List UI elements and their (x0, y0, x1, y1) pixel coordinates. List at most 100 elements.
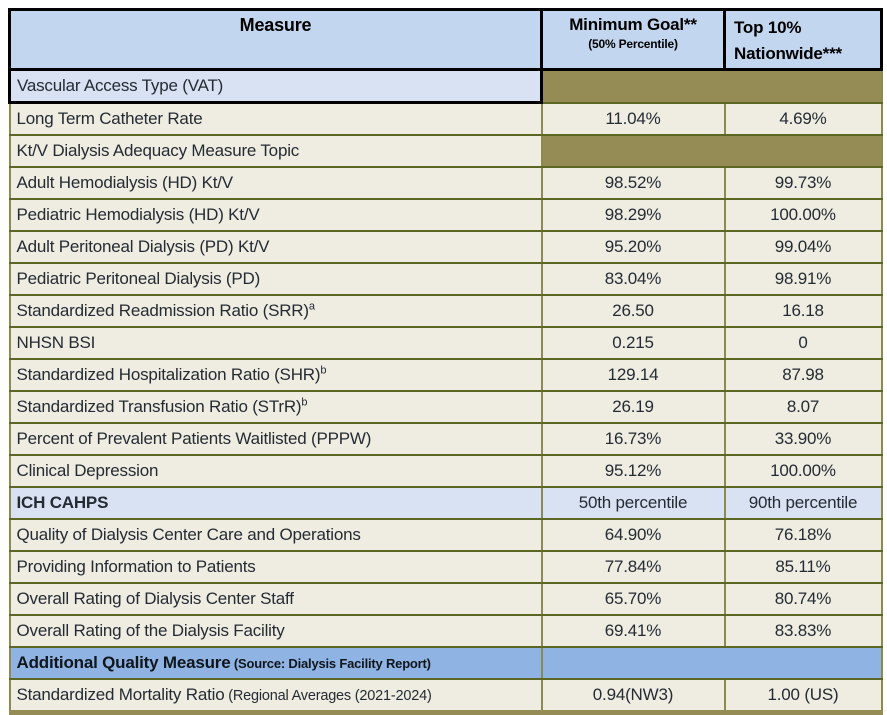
top10-value-cell: 85.11% (723, 550, 883, 584)
table-row: Standardized Mortality Ratio (Regional A… (8, 678, 883, 714)
section-row-vat: Vascular Access Type (VAT) (8, 68, 883, 104)
measure-sublabel: (Regional Averages (2021-2024) (224, 688, 432, 704)
top10-value-cell: 0 (723, 326, 883, 360)
measure-label: Standardized Mortality Ratio (16, 685, 225, 704)
top10-value-cell: 76.18% (723, 518, 883, 552)
header-row: Measure Minimum Goal** (50% Percentile) … (8, 8, 883, 71)
measure-label-cell: Vascular Access Type (VAT) (8, 68, 543, 104)
section-row-topic: Kt/V Dialysis Adequacy Measure Topic (8, 134, 883, 168)
minimum-goal-value-cell: 98.52% (540, 166, 726, 200)
measure-label: Long Term Catheter Rate (16, 109, 203, 128)
section-row-ich: ICH CAHPS 50th percentile 90th percentile (8, 486, 883, 520)
table-row: Standardized Transfusion Ratio (STrR)b 26… (8, 390, 883, 424)
measure-label: NHSN BSI (16, 333, 96, 352)
minimum-goal-value-cell: 65.70% (540, 582, 726, 616)
measure-label: Overall Rating of the Dialysis Facility (16, 621, 285, 640)
table-row: Standardized Hospitalization Ratio (SHR)… (8, 358, 883, 392)
measure-label: Quality of Dialysis Center Care and Oper… (16, 525, 361, 544)
table-row: Adult Hemodialysis (HD) Kt/V 98.52% 99.73% (8, 166, 883, 200)
footnote-superscript: a (308, 300, 315, 313)
measure-label: Vascular Access Type (VAT) (17, 76, 224, 95)
minimum-goal-value-cell: 77.84% (540, 550, 726, 584)
minimum-goal-value-cell: 0.215 (540, 326, 726, 360)
minimum-goal-value-cell: 64.90% (540, 518, 726, 552)
measure-label-cell: Percent of Prevalent Patients Waitlisted… (8, 422, 543, 456)
measure-label: Clinical Depression (16, 461, 159, 480)
measure-label-cell: Adult Peritoneal Dialysis (PD) Kt/V (8, 230, 543, 264)
measure-sublabel: (Source: Dialysis Facility Report) (230, 656, 431, 671)
section-fill-cell (540, 646, 883, 680)
table-row: Providing Information to Patients 77.84% 8… (8, 550, 883, 584)
column-header-top10-nationwide: Top 10% Nationwide*** (723, 8, 883, 71)
minimum-goal-value-cell: 129.14 (540, 358, 726, 392)
top10-value-cell: 1.00 (US) (723, 678, 883, 714)
measure-label-cell: Long Term Catheter Rate (8, 101, 543, 136)
minimum-goal-value-cell: 11.04% (540, 101, 726, 136)
minimum-goal-value-cell: 95.20% (540, 230, 726, 264)
measure-label-cell: Standardized Transfusion Ratio (STrR)b (8, 390, 543, 424)
footnote-superscript: b (301, 396, 308, 409)
measure-label: ICH CAHPS (16, 493, 109, 512)
minimum-goal-value-cell: 26.19 (540, 390, 726, 424)
minimum-goal-value-cell: 98.29% (540, 198, 726, 232)
minimum-goal-value-cell: 95.12% (540, 454, 726, 488)
measure-label-cell: NHSN BSI (8, 326, 543, 360)
footnote-superscript: b (320, 364, 327, 377)
section-fill-cell (540, 68, 883, 104)
page: { "header": { "measure": "Measure", "min… (8, 8, 883, 715)
quality-measures-table: Measure Minimum Goal** (50% Percentile) … (8, 8, 883, 715)
minimum-goal-title: Minimum Goal** (569, 15, 697, 34)
measure-label-cell: Standardized Readmission Ratio (SRR)a (8, 294, 543, 328)
table-row: Pediatric Hemodialysis (HD) Kt/V 98.29% 10… (8, 198, 883, 232)
top10-value-cell: 100.00% (723, 454, 883, 488)
measure-label-cell: Standardized Mortality Ratio (Regional A… (8, 678, 543, 714)
minimum-goal-value-cell: 16.73% (540, 422, 726, 456)
minimum-goal-value-cell: 83.04% (540, 262, 726, 296)
measures-table: Measure Minimum Goal** (50% Percentile) … (8, 8, 883, 715)
table-row: Clinical Depression 95.12% 100.00% (8, 454, 883, 488)
table-row: Pediatric Peritoneal Dialysis (PD) 83.04%… (8, 262, 883, 296)
minimum-goal-value-cell: 50th percentile (540, 486, 726, 520)
top10-value-cell: 99.73% (723, 166, 883, 200)
top10-value-cell: 80.74% (723, 582, 883, 616)
table-row: Standardized Readmission Ratio (SRR)a 26.… (8, 294, 883, 328)
measure-label-cell: Pediatric Peritoneal Dialysis (PD) (8, 262, 543, 296)
measure-label: Providing Information to Patients (16, 557, 256, 576)
measure-label-cell: Pediatric Hemodialysis (HD) Kt/V (8, 198, 543, 232)
minimum-goal-value-cell: 0.94(NW3) (540, 678, 726, 714)
measure-label-cell: Adult Hemodialysis (HD) Kt/V (8, 166, 543, 200)
measure-label: Standardized Hospitalization Ratio (SHR) (16, 365, 321, 384)
top10-value-cell: 98.91% (723, 262, 883, 296)
measure-label-cell: Quality of Dialysis Center Care and Oper… (8, 518, 543, 552)
measure-label-cell: Overall Rating of Dialysis Center Staff (8, 582, 543, 616)
table-row: Overall Rating of Dialysis Center Staff 6… (8, 582, 883, 616)
table-row: Quality of Dialysis Center Care and Oper… (8, 518, 883, 552)
top10-value-cell: 90th percentile (723, 486, 883, 520)
measure-label: Standardized Readmission Ratio (SRR) (16, 301, 310, 320)
measure-label: Adult Peritoneal Dialysis (PD) Kt/V (16, 237, 270, 256)
column-header-measure: Measure (8, 8, 543, 71)
measure-label: Adult Hemodialysis (HD) Kt/V (16, 173, 234, 192)
measure-label-cell: Providing Information to Patients (8, 550, 543, 584)
minimum-goal-value-cell: 26.50 (540, 294, 726, 328)
measure-label-cell: Clinical Depression (8, 454, 543, 488)
top10-value-cell: 100.00% (723, 198, 883, 232)
measure-label: Pediatric Peritoneal Dialysis (PD) (16, 269, 261, 288)
table-body: Vascular Access Type (VAT) Long Term Cath… (8, 68, 883, 714)
measure-label-cell: ICH CAHPS (8, 486, 543, 520)
measure-label-cell: Additional Quality Measure (Source: Dial… (8, 646, 543, 680)
measure-label-cell: Kt/V Dialysis Adequacy Measure Topic (8, 134, 543, 168)
measure-label: Additional Quality Measure (16, 653, 231, 672)
minimum-goal-subtitle: (50% Percentile) (588, 37, 678, 51)
measure-label: Kt/V Dialysis Adequacy Measure Topic (16, 141, 300, 160)
top10-value-cell: 87.98 (723, 358, 883, 392)
table-row: Long Term Catheter Rate 11.04% 4.69% (8, 101, 883, 136)
section-row-additional: Additional Quality Measure (Source: Dial… (8, 646, 883, 680)
measure-label: Overall Rating of Dialysis Center Staff (16, 589, 294, 608)
top10-value-cell: 4.69% (723, 101, 883, 136)
table-row: NHSN BSI 0.215 0 (8, 326, 883, 360)
measure-label: Pediatric Hemodialysis (HD) Kt/V (16, 205, 260, 224)
measure-label: Standardized Transfusion Ratio (STrR) (16, 397, 302, 416)
top10-value-cell: 33.90% (723, 422, 883, 456)
top10-value-cell: 16.18 (723, 294, 883, 328)
